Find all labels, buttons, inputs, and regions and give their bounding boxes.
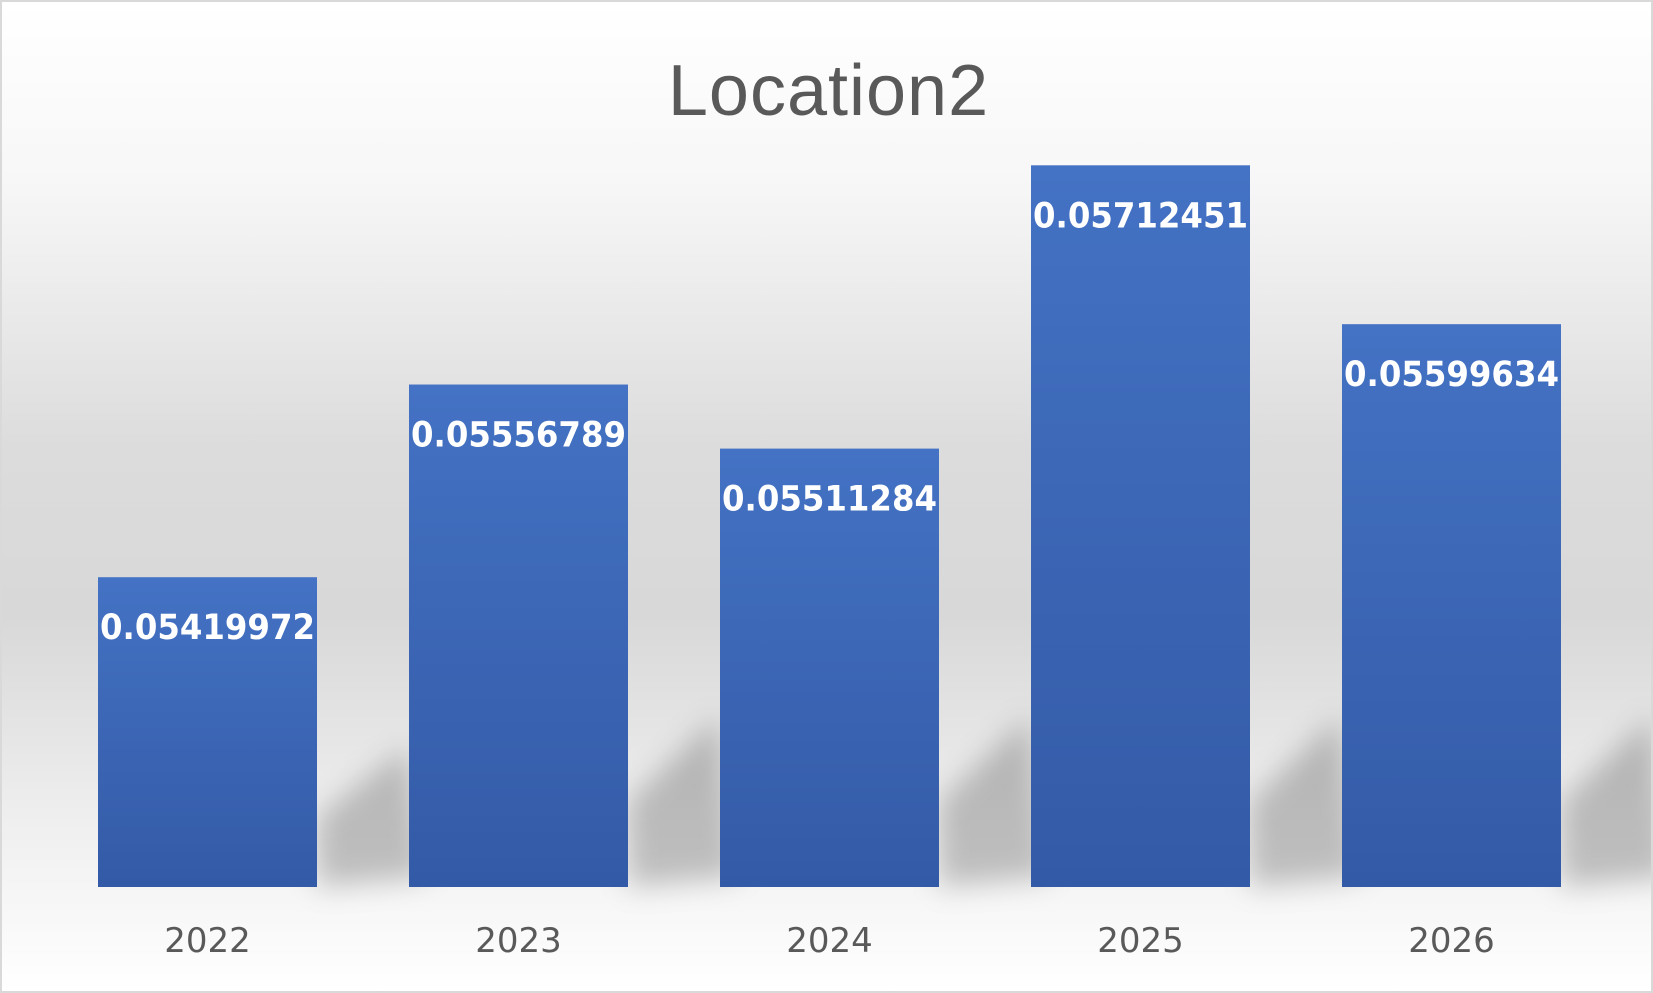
data-labels: 0.05419972 0.05556789 0.05511284 0.05712451… (100, 196, 1559, 648)
bar-shadow (317, 747, 427, 887)
x-tick-label: 2026 (1408, 921, 1495, 961)
x-tick-label: 2025 (1097, 921, 1184, 961)
bars (98, 165, 1561, 888)
bar-2026 (1342, 324, 1561, 887)
bar-shadow (1250, 717, 1360, 887)
bar-shadow (628, 717, 738, 887)
bar-shadow (939, 717, 1049, 887)
x-axis-ticks: 2022 2023 2024 2025 2026 (164, 921, 1495, 961)
bar-shadows (317, 717, 1651, 887)
bar-2025 (1031, 165, 1250, 888)
x-tick-label: 2022 (164, 921, 251, 961)
chart-title: Location2 (667, 51, 990, 131)
x-tick-label: 2023 (475, 921, 562, 961)
data-label: 0.05599634 (1344, 355, 1559, 395)
x-tick-label: 2024 (786, 921, 873, 961)
bar-2022 (98, 577, 317, 887)
bar-2024 (720, 448, 939, 887)
data-label: 0.05419972 (100, 608, 315, 648)
data-label: 0.05712451 (1033, 196, 1248, 236)
data-label: 0.05556789 (411, 416, 626, 456)
bar-shadow (1561, 717, 1651, 887)
data-label: 0.05511284 (722, 480, 937, 520)
bar-2023 (409, 384, 628, 887)
